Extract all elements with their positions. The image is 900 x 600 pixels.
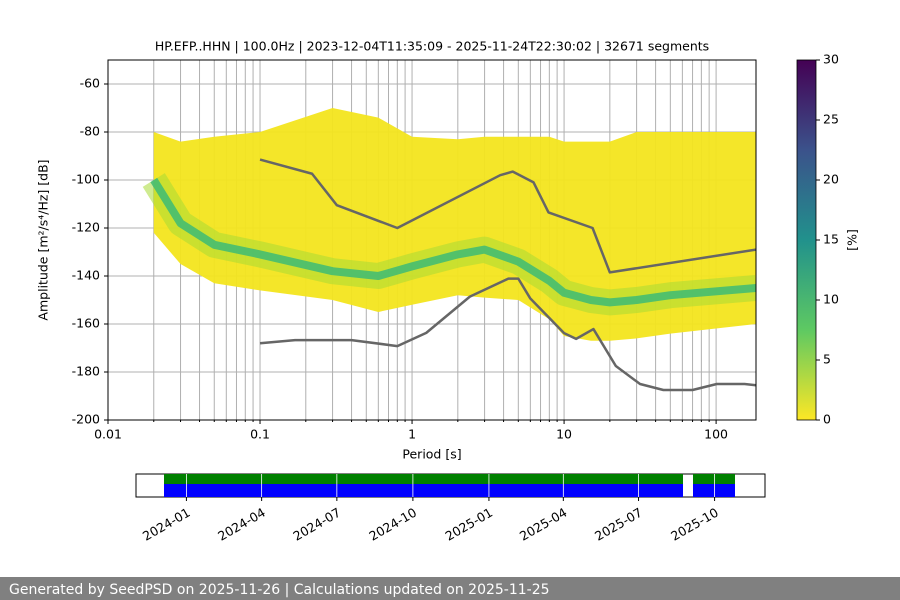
x-tick-label: 10 (556, 427, 572, 442)
y-tick-label: -80 (80, 124, 100, 139)
coverage-bar (164, 484, 683, 497)
y-tick-label: -120 (72, 220, 100, 235)
y-tick-label: -160 (72, 316, 100, 331)
colorbar-tick-label: 15 (823, 232, 839, 247)
colorbar-tick-label: 30 (823, 52, 839, 67)
timeline (135, 473, 766, 498)
coverage-bar (693, 484, 735, 497)
pdf-mode (150, 177, 756, 307)
footer-bar (0, 577, 900, 600)
noise-model-line (259, 277, 756, 392)
y-axis-label: Amplitude [m²/s⁴/Hz] [dB] (36, 159, 51, 320)
noise-model-line (259, 158, 756, 274)
footer-text: Generated by SeedPSD on 2025-11-26 | Cal… (9, 582, 550, 598)
chart-title: HP.EFP..HHN | 100.0Hz | 2023-12-04T11:35… (155, 39, 709, 54)
coverage-bar (693, 474, 735, 484)
colorbar-tick-label: 0 (823, 412, 831, 427)
y-tick-label: -140 (72, 268, 100, 283)
colorbar-label: [%] (845, 229, 860, 251)
y-tick-label: -200 (72, 412, 100, 427)
pdf-band (153, 108, 756, 341)
y-tick-label: -60 (80, 76, 100, 91)
plot-frame (107, 59, 757, 421)
y-tick-label: -100 (72, 172, 100, 187)
colorbar-tick-label: 5 (823, 352, 831, 367)
colorbar-tick-label: 25 (823, 112, 839, 127)
x-axis-label: Period [s] (402, 447, 461, 462)
x-tick-label: 100 (704, 427, 728, 442)
colorbar-tick-label: 10 (823, 292, 839, 307)
x-tick-label: 0.01 (94, 427, 122, 442)
y-tick-label: -180 (72, 364, 100, 379)
plot-area (108, 60, 756, 420)
colorbar-tick-label: 20 (823, 172, 839, 187)
x-tick-label: 1 (408, 427, 416, 442)
x-tick-label: 0.1 (250, 427, 270, 442)
coverage-bar (164, 474, 683, 484)
colorbar (796, 59, 817, 421)
